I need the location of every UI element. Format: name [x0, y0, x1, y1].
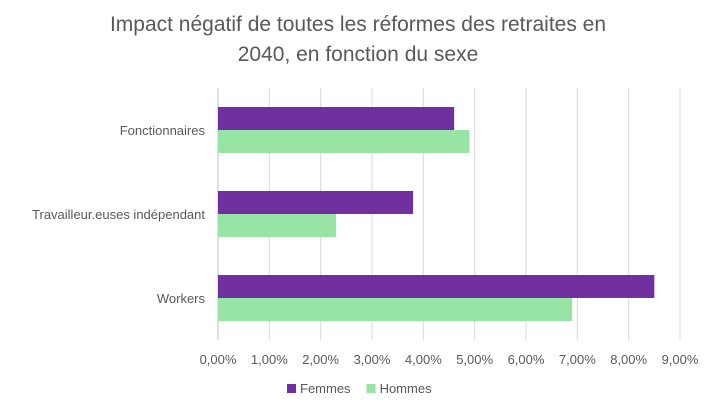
x-tick-label: 6,00%	[508, 352, 545, 367]
x-tick-label: 0,00%	[200, 352, 237, 367]
bar-hommes	[218, 214, 337, 237]
chart-title-line2: 2040, en fonction du sexe	[237, 43, 479, 66]
category-label: Travailleur.euses indépendant	[32, 207, 205, 222]
x-tick-label: 3,00%	[354, 352, 391, 367]
bar-femmes	[218, 107, 455, 130]
x-tick-label: 9,00%	[662, 352, 699, 367]
legend-swatch	[287, 384, 296, 393]
x-tick-label: 4,00%	[405, 352, 442, 367]
x-tick-label: 2,00%	[302, 352, 339, 367]
legend-label: Hommes	[380, 381, 433, 396]
chart-title: Impact négatif de toutes les réformes de…	[0, 10, 716, 70]
x-tick-label: 7,00%	[559, 352, 596, 367]
chart-title-line1: Impact négatif de toutes les réformes de…	[109, 13, 607, 36]
bar-femmes	[218, 275, 655, 298]
bar-hommes	[218, 130, 470, 153]
x-tick-label: 5,00%	[456, 352, 493, 367]
legend-label: Femmes	[300, 381, 351, 396]
bar-hommes	[218, 298, 573, 321]
x-tick-label: 8,00%	[610, 352, 647, 367]
category-label: Workers	[157, 291, 206, 306]
category-label: Fonctionnaires	[120, 123, 206, 138]
x-tick-label: 1,00%	[251, 352, 288, 367]
bar-femmes	[218, 191, 414, 214]
legend-swatch	[366, 384, 376, 393]
